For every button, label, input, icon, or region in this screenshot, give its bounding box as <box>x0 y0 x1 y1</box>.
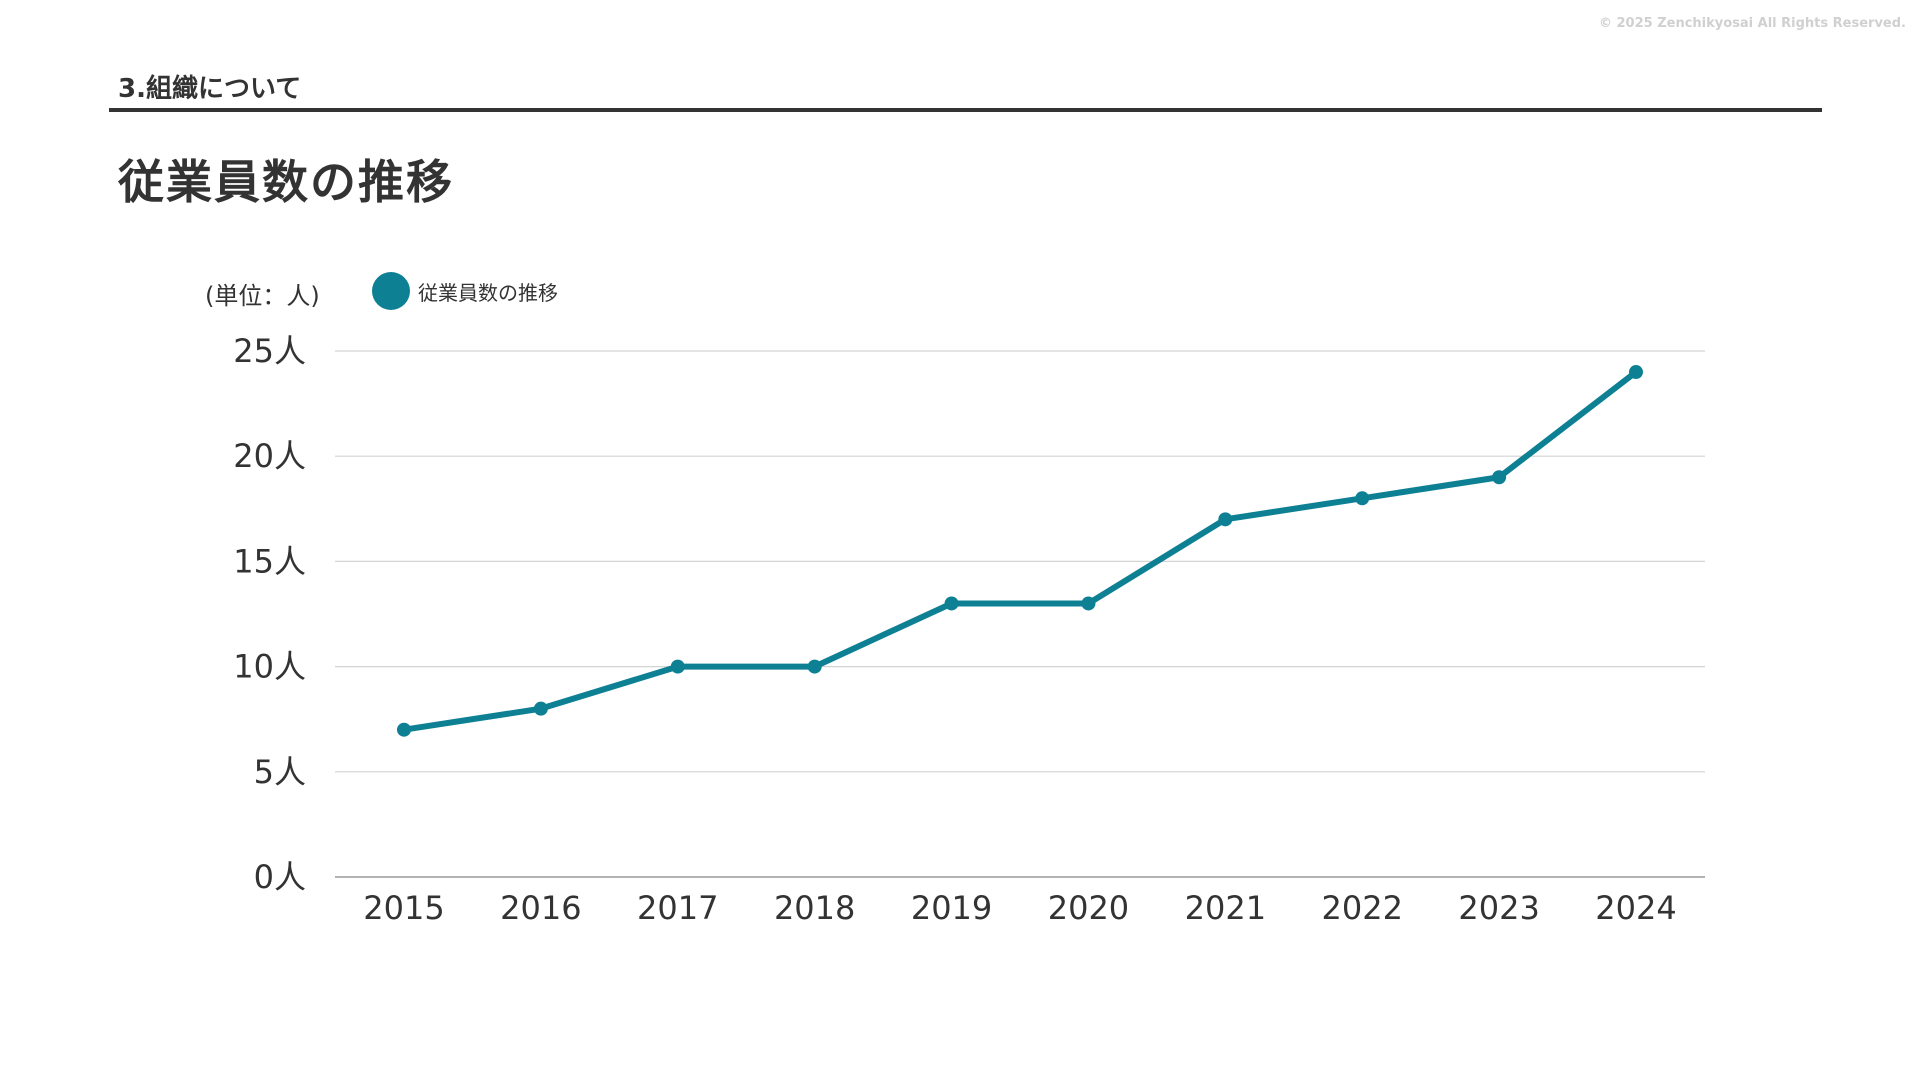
data-point <box>397 722 411 737</box>
data-point <box>1081 596 1096 611</box>
data-point <box>1355 491 1370 506</box>
chart-legend: 従業員数の推移 <box>372 272 558 310</box>
x-tick-label: 2021 <box>1185 889 1266 927</box>
x-tick-label: 2019 <box>911 889 992 927</box>
legend-swatch <box>372 272 410 310</box>
x-tick-label: 2023 <box>1458 889 1539 927</box>
data-point <box>1218 512 1233 527</box>
x-tick-label: 2020 <box>1048 889 1129 927</box>
data-point <box>807 659 822 674</box>
x-tick-label: 2018 <box>774 889 855 927</box>
legend-label: 従業員数の推移 <box>418 280 558 305</box>
x-tick-label: 2017 <box>637 889 718 927</box>
x-tick-label: 2015 <box>363 889 444 927</box>
data-point <box>1629 365 1643 380</box>
x-tick-label: 2016 <box>500 889 581 927</box>
y-tick-label: 15人 <box>233 542 306 580</box>
y-tick-label: 25人 <box>233 332 306 370</box>
data-point <box>533 701 548 716</box>
x-tick-label: 2024 <box>1595 889 1676 927</box>
y-tick-label: 10人 <box>233 648 306 686</box>
page-title: 従業員数の推移 <box>118 155 454 209</box>
x-tick-label: 2022 <box>1322 889 1403 927</box>
series-line <box>401 369 1639 733</box>
y-tick-label: 20人 <box>233 437 306 475</box>
unit-note: (単位：人) <box>205 282 320 310</box>
data-point <box>670 659 685 674</box>
copyright-notice: © 2025 Zenchikyosai All Rights Reserved. <box>1598 16 1906 31</box>
y-tick-label: 0人 <box>254 858 306 896</box>
data-point <box>1492 470 1507 485</box>
section-label: 3.組織について <box>118 74 302 104</box>
y-tick-label: 5人 <box>254 753 306 791</box>
header-divider <box>109 108 1822 112</box>
data-point <box>944 596 959 611</box>
